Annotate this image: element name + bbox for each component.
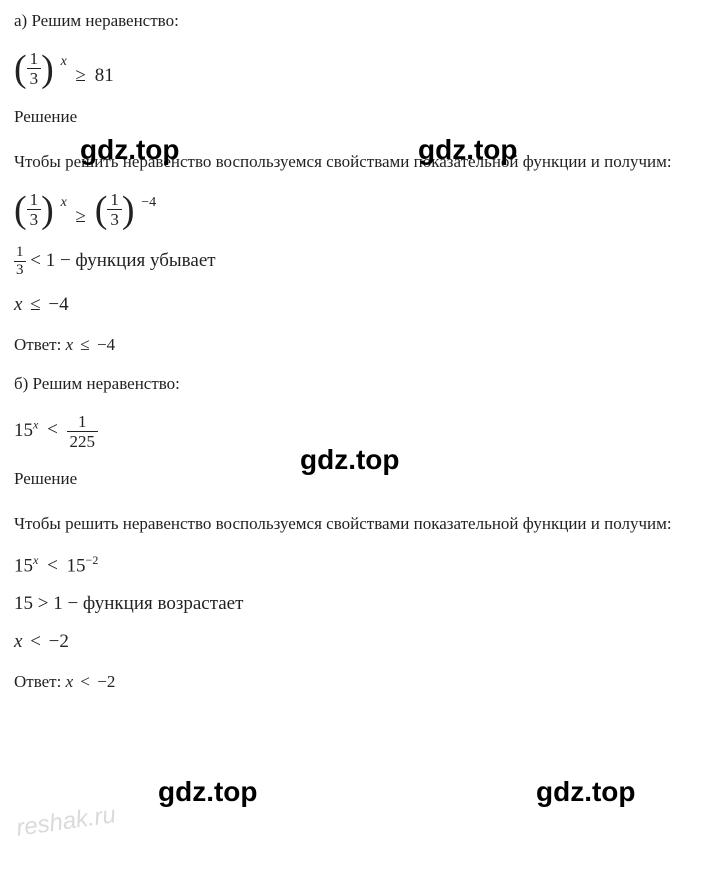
frac-den: 3 (27, 69, 42, 87)
watermark-reshak: reshak.ru (15, 801, 118, 843)
base: 15 (67, 555, 86, 576)
frac-num: 1 (67, 413, 99, 432)
frac-num: 1 (27, 191, 42, 210)
exponent: −2 (86, 553, 99, 567)
section-a-explain: Чтобы решить неравенство воспользуемся с… (14, 149, 695, 175)
section-b-answer: Ответ: x < −2 (14, 669, 695, 695)
section-b-heading: б) Решим неравенство: (14, 371, 695, 397)
var: x (14, 631, 22, 652)
op: < (47, 555, 58, 576)
op: ≤ (80, 335, 89, 354)
var: x (66, 672, 74, 691)
section-a-heading: а) Решим неравенство: (14, 8, 695, 34)
exponent: x (33, 417, 38, 431)
monotone-text: > 1 − функция возрастает (38, 593, 244, 614)
section-a-step1: ( 1 3 ) x ≥ ( 1 3 ) −4 (14, 191, 695, 229)
frac-den: 3 (14, 262, 26, 278)
exponent: x (61, 54, 67, 69)
val: −2 (97, 672, 115, 691)
section-a-result: x ≤ −4 (14, 294, 695, 316)
op: ≥ (76, 65, 86, 86)
watermark-gdz-5: gdz.top (536, 776, 636, 808)
section-a-monotone: 1 3 < 1 − функция убывает (14, 245, 695, 278)
exponent: x (33, 553, 38, 567)
exponent: −4 (141, 195, 156, 210)
frac-den: 3 (107, 210, 122, 228)
answer-label: Ответ: (14, 335, 66, 354)
frac-num: 1 (14, 245, 26, 262)
val: −4 (48, 294, 68, 315)
section-b-step1: 15x < 15−2 (14, 553, 695, 577)
rhs: 81 (95, 65, 114, 86)
section-b-monotone: 15 > 1 − функция возрастает (14, 593, 695, 615)
exponent: x (61, 195, 67, 210)
op: < (30, 631, 41, 652)
monotone-text: < 1 − функция убывает (30, 249, 215, 270)
base: 15 (14, 593, 33, 614)
section-a-inequality: ( 1 3 ) x ≥ 81 (14, 50, 695, 88)
op: < (47, 419, 58, 440)
section-a-answer: Ответ: x ≤ −4 (14, 332, 695, 358)
val: −2 (49, 631, 69, 652)
op: ≤ (30, 294, 40, 315)
section-a-solution-label: Решение (14, 104, 695, 130)
frac-num: 1 (27, 50, 42, 69)
op: ≥ (76, 206, 86, 227)
section-b-inequality: 15x < 1 225 (14, 413, 695, 450)
base: 15 (14, 419, 33, 440)
section-b-result: x < −2 (14, 631, 695, 653)
section-b-explain: Чтобы решить неравенство воспользуемся с… (14, 511, 695, 537)
frac-den: 225 (67, 432, 99, 450)
frac-den: 3 (27, 210, 42, 228)
watermark-gdz-4: gdz.top (158, 776, 258, 808)
answer-label: Ответ: (14, 672, 66, 691)
op: < (80, 672, 90, 691)
base: 15 (14, 555, 33, 576)
var: x (66, 335, 74, 354)
val: −4 (97, 335, 115, 354)
section-b-solution-label: Решение (14, 466, 695, 492)
frac-num: 1 (107, 191, 122, 210)
var: x (14, 294, 22, 315)
